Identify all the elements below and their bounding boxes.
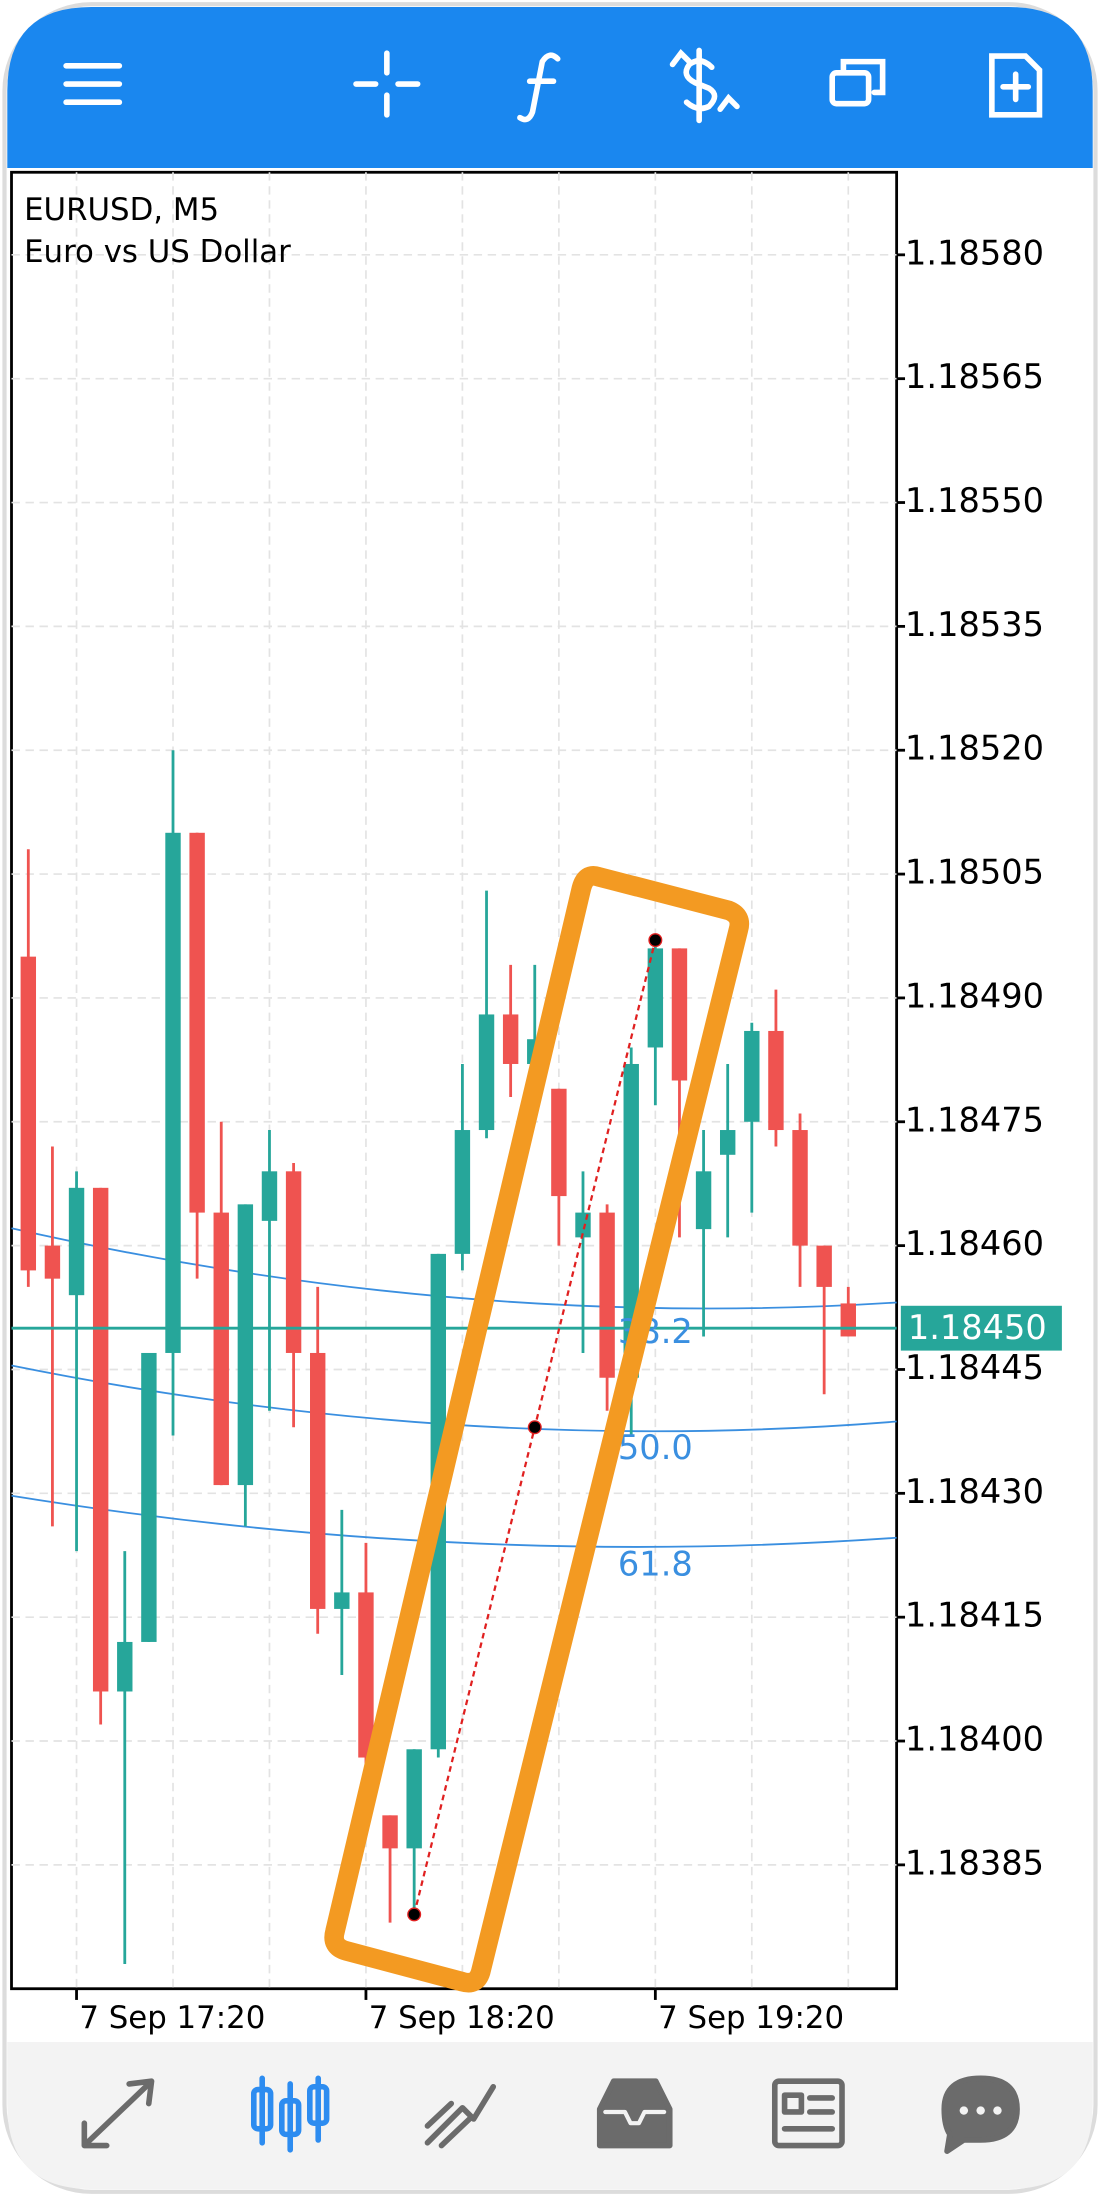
candle-body (44, 1245, 61, 1279)
nav-chat[interactable] (941, 2075, 1020, 2154)
candle-body (213, 1212, 229, 1486)
y-tick-label: 1.18565 (905, 357, 1044, 396)
candle-body (768, 1030, 784, 1131)
chart-title: EURUSD, M5 (24, 192, 219, 228)
candle-body (406, 1749, 422, 1849)
trade-button[interactable] (669, 47, 740, 124)
x-tick-label: 7 Sep 18:20 (369, 2000, 555, 2036)
candle-body (816, 1245, 832, 1287)
candle-body (261, 1171, 278, 1221)
candle-body (117, 1641, 133, 1692)
chart-frame (10, 170, 899, 1991)
y-tick-label: 1.18475 (905, 1100, 1044, 1139)
candle-body (695, 1171, 712, 1230)
windows-button[interactable] (829, 58, 886, 107)
nav-news[interactable] (771, 2078, 845, 2149)
x-tick-label: 7 Sep 17:20 (79, 2000, 265, 2036)
candle-body (20, 956, 37, 1271)
candle-body (92, 1187, 109, 1692)
candle-body (334, 1592, 350, 1609)
nav-chart[interactable] (250, 2075, 330, 2153)
y-tick-label: 1.18415 (905, 1596, 1044, 1635)
bottom-nav (7, 2041, 1093, 2189)
fib-anchor (648, 933, 663, 948)
y-tick-label: 1.18460 (905, 1224, 1044, 1263)
y-tick-label: 1.18535 (905, 605, 1044, 644)
indicators-button[interactable] (517, 52, 561, 123)
candle-body (671, 948, 688, 1081)
fib-label: 50.0 (618, 1428, 693, 1467)
chart-subtitle: Euro vs US Dollar (24, 234, 291, 270)
candle-body (382, 1815, 398, 1849)
candle-body (792, 1130, 808, 1246)
candle-body (478, 1014, 495, 1131)
toolbar (7, 7, 1093, 169)
candle-body (358, 1592, 374, 1758)
nav-quotes[interactable] (81, 2078, 155, 2149)
current-price-tag (900, 1305, 1062, 1351)
candle-body (719, 1130, 736, 1155)
y-tick-label: 1.18550 (905, 481, 1044, 520)
y-tick-label: 1.18520 (905, 729, 1044, 768)
candle-body (310, 1352, 326, 1609)
x-tick-label: 7 Sep 19:20 (658, 2000, 844, 2036)
overlay (11, 933, 1062, 1922)
candle-body (237, 1204, 254, 1486)
fib-anchor (407, 1907, 422, 1922)
candle-body (647, 948, 664, 1048)
candle-body (599, 1212, 615, 1378)
fib-anchor (527, 1420, 542, 1435)
y-tick-label: 1.18430 (905, 1472, 1044, 1511)
candle-body (744, 1030, 760, 1122)
nav-trade[interactable] (424, 2083, 497, 2149)
crosshair-button[interactable] (353, 50, 421, 118)
y-tick-label: 1.18580 (905, 233, 1044, 272)
nav-icons (81, 2075, 1020, 2154)
candle-body (189, 832, 205, 1213)
y-tick-label: 1.18490 (905, 976, 1044, 1015)
y-tick-label: 1.18505 (905, 853, 1044, 892)
candle-body (551, 1088, 567, 1197)
candle-body (623, 1063, 639, 1378)
fib-arc (11, 1227, 897, 1310)
candle-body (454, 1130, 471, 1254)
y-tick-label: 1.18385 (905, 1843, 1044, 1882)
fib-label: 61.8 (618, 1544, 693, 1583)
candle-body (840, 1303, 856, 1337)
current-price-label: 1.18450 (908, 1308, 1047, 1347)
candle-body (68, 1187, 85, 1296)
y-tick-label: 1.18400 (905, 1720, 1044, 1759)
highlight-box (324, 866, 750, 1993)
candle-body (165, 832, 181, 1353)
y-tick-label: 1.18445 (905, 1348, 1044, 1387)
toolbar-icons (63, 47, 1043, 124)
nav-history[interactable] (596, 2078, 673, 2149)
candle-body (141, 1352, 157, 1642)
candle-body (285, 1171, 302, 1353)
new-order-button[interactable] (989, 53, 1043, 118)
menu-button[interactable] (63, 63, 123, 106)
candle-body (502, 1014, 519, 1064)
candles (20, 750, 856, 1964)
